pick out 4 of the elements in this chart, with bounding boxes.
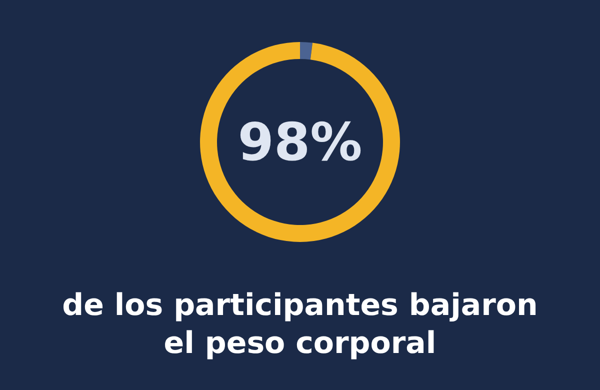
donut-slice <box>300 42 313 60</box>
donut-slice <box>200 42 400 242</box>
text: de los participantes bajaron el peso corporal <box>62 288 538 361</box>
data-label: 98% <box>238 113 362 173</box>
